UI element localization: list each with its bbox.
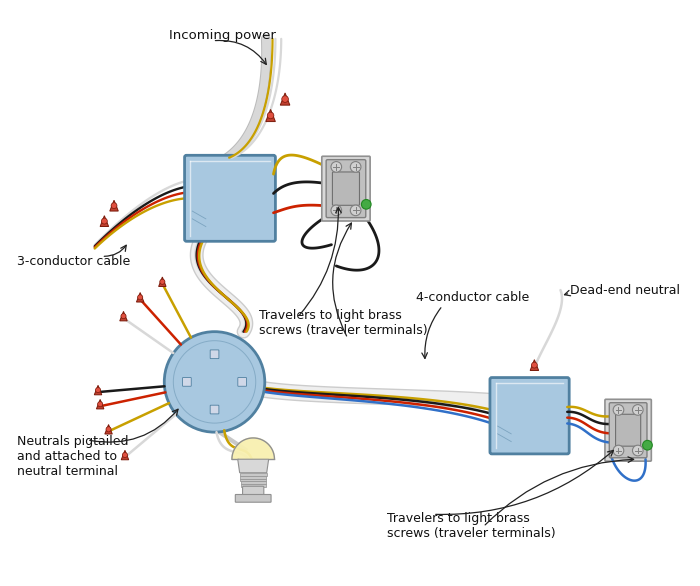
Circle shape — [102, 218, 107, 224]
Circle shape — [633, 404, 643, 415]
Polygon shape — [530, 360, 538, 370]
Polygon shape — [105, 424, 112, 434]
Circle shape — [331, 205, 342, 216]
Circle shape — [282, 96, 288, 103]
Text: 4-conductor cable: 4-conductor cable — [416, 291, 528, 304]
Text: Travelers to light brass
screws (traveler terminals): Travelers to light brass screws (travele… — [386, 512, 555, 540]
FancyBboxPatch shape — [615, 414, 640, 446]
FancyBboxPatch shape — [243, 486, 264, 496]
Polygon shape — [94, 386, 101, 395]
Text: Travelers to light brass
screws (traveler terminals): Travelers to light brass screws (travele… — [259, 309, 428, 338]
FancyBboxPatch shape — [332, 172, 360, 205]
Circle shape — [164, 332, 265, 432]
Circle shape — [95, 387, 101, 393]
Text: Neutrals pigtailed
and attached to
neutral terminal: Neutrals pigtailed and attached to neutr… — [18, 435, 129, 478]
Text: 3-conductor cable: 3-conductor cable — [18, 254, 131, 268]
Circle shape — [531, 362, 538, 368]
Polygon shape — [238, 459, 269, 473]
Polygon shape — [136, 292, 144, 302]
Polygon shape — [266, 110, 275, 121]
Circle shape — [106, 427, 111, 432]
Circle shape — [121, 314, 126, 319]
Circle shape — [111, 203, 117, 209]
Circle shape — [160, 279, 165, 284]
Circle shape — [633, 445, 643, 456]
FancyBboxPatch shape — [609, 403, 647, 458]
FancyBboxPatch shape — [210, 405, 219, 414]
Polygon shape — [159, 277, 166, 287]
Circle shape — [361, 199, 371, 209]
Bar — [241, 482, 266, 485]
Circle shape — [613, 404, 624, 415]
FancyBboxPatch shape — [322, 156, 370, 221]
Circle shape — [267, 112, 274, 119]
FancyBboxPatch shape — [490, 377, 569, 454]
FancyBboxPatch shape — [183, 377, 191, 386]
Polygon shape — [120, 311, 127, 321]
Polygon shape — [97, 400, 104, 409]
Circle shape — [350, 162, 361, 172]
Circle shape — [97, 401, 103, 407]
Circle shape — [122, 452, 127, 458]
FancyBboxPatch shape — [185, 155, 275, 241]
Circle shape — [331, 162, 342, 172]
Polygon shape — [121, 450, 129, 460]
Circle shape — [643, 440, 652, 450]
Text: Incoming power: Incoming power — [169, 29, 276, 42]
FancyBboxPatch shape — [326, 159, 366, 217]
Circle shape — [350, 205, 361, 216]
Polygon shape — [280, 93, 290, 105]
Polygon shape — [232, 438, 274, 459]
Bar — [240, 479, 266, 482]
Bar — [239, 473, 267, 476]
Polygon shape — [110, 200, 118, 211]
FancyBboxPatch shape — [210, 350, 219, 359]
Circle shape — [138, 295, 143, 300]
Circle shape — [613, 445, 624, 456]
Text: Dead-end neutral: Dead-end neutral — [570, 284, 680, 297]
FancyBboxPatch shape — [235, 495, 271, 502]
FancyBboxPatch shape — [605, 399, 651, 461]
Bar — [240, 476, 267, 479]
Polygon shape — [100, 216, 108, 227]
Bar — [241, 485, 265, 487]
FancyBboxPatch shape — [238, 377, 246, 386]
